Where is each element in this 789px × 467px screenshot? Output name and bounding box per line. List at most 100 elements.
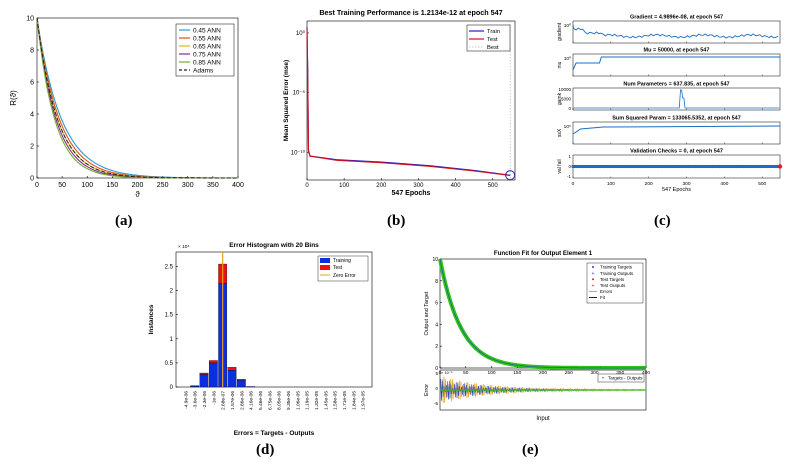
plot-a-xtick-label: 0	[35, 182, 39, 189]
plot-e-ytick-label: 0	[435, 366, 438, 372]
plot-c-valfail-marker	[663, 164, 667, 169]
plot-c-valfail-marker	[707, 164, 711, 169]
plot-e-xtick-label: 0	[439, 370, 442, 376]
plot-c-panel-ylabel: val fail	[557, 159, 563, 173]
plot-d-xtick-label: 6.75e-06	[267, 391, 273, 410]
plot-d-ytick-label: 1	[170, 337, 174, 343]
plot-c-panel-area	[572, 121, 781, 145]
plot-d-xtick-label: 1.71e-05	[342, 391, 348, 410]
plot-e-legend-label: Training Outputs	[600, 271, 634, 276]
plot-c-valfail-marker	[687, 164, 691, 169]
plot-e-xtick-label: 50	[463, 370, 469, 376]
plot-e-xtick-label: 400	[642, 370, 650, 376]
plot-e-ytick-label: 6	[435, 301, 438, 307]
plot-b-xtick-label: 400	[451, 183, 462, 189]
plot-c-valfail-marker	[758, 164, 762, 169]
plot-c-valfail-marker	[581, 164, 585, 169]
plot-e-fit-line	[439, 258, 646, 369]
plot-e-xlabel: Input	[536, 416, 550, 422]
plot-c-valfail-marker	[673, 164, 677, 169]
plot-c-xtick-label: 500	[758, 181, 766, 187]
plot-e-exponent-label: × 10⁻⁵	[441, 370, 453, 375]
plot-e-xtick-label: 100	[487, 370, 495, 376]
plot-e-ytick-label: 8	[435, 279, 438, 285]
plot-b-ytick-label: 10⁻¹⁰	[291, 150, 306, 157]
plot-c-valfail-marker	[602, 164, 606, 169]
plot-d-ytick-label: 2	[170, 289, 174, 295]
plot-c-xtick-label: 300	[683, 181, 691, 187]
plot-c-valfail-marker	[625, 164, 630, 169]
plot-c-valfail-marker	[574, 164, 579, 169]
plot-a-xtick-label: 150	[107, 182, 119, 189]
plot-c-panel-title: Num Parameters = 637.835, at epoch 547	[623, 82, 729, 88]
plot-c-valfail-marker	[636, 164, 640, 169]
plot-c-xtick-label: 100	[607, 181, 615, 187]
plot-e-ytick-label: 2	[435, 344, 438, 350]
plot-d-ytick-label: 1.5	[165, 313, 174, 319]
plot-a-legend-label: 0.45 ANN	[193, 27, 221, 34]
plot-c-xlabel: 547 Epochs	[662, 187, 691, 193]
plot-e-legend-marker	[592, 278, 594, 281]
plot-d-bar-test	[208, 360, 218, 364]
plot-d-bar-test	[227, 367, 237, 371]
plot-c-panel-ytick: 5000	[561, 97, 572, 102]
plot-b-ylabel: Mean Squared Error (mse)	[283, 60, 290, 141]
plot-e-xtick-label: 350	[616, 370, 624, 376]
plot-a-ylabel: R(ϑ)	[9, 90, 18, 106]
plot-c-valfail-marker	[632, 164, 636, 169]
plot-b-legend-label: Best	[487, 45, 499, 51]
plot-c-panel-area	[572, 53, 781, 77]
plot-d-xtick-label: 1.84e-05	[351, 391, 357, 410]
plot-c-panel-ytick: 10⁰	[564, 56, 571, 62]
plot-a-legend-label: 0.75 ANN	[193, 51, 221, 58]
plot-c-panel-ytick: 0	[568, 106, 571, 111]
plot-c-valfail-marker	[622, 164, 626, 169]
plot-c-xtick-label: 200	[645, 181, 653, 187]
plot-a-xtick-label: 350	[207, 182, 219, 189]
plot-c-valfail-marker	[642, 164, 647, 169]
plot-c-xtick-label: 400	[720, 181, 728, 187]
plot-d-bar-training	[227, 369, 237, 388]
plot-a-xtick-label: 250	[157, 182, 169, 189]
plot-d-xtick-label: 2.86e-06	[239, 391, 245, 410]
plot-d-xtick-label: -1e-06	[211, 391, 217, 405]
plot-e-legend-label: Test Outputs	[600, 283, 626, 288]
plot-b-legend-label: Test	[487, 37, 498, 43]
caption-c: (c)	[654, 213, 671, 229]
plot-c-panel-ytick: 0	[568, 164, 571, 169]
plot-c-valfail-marker	[711, 164, 715, 169]
plot-c-panel-area	[572, 87, 781, 111]
plot-e-legend-label: Test Targets	[600, 277, 625, 282]
plot-c-valfail-marker	[741, 164, 745, 169]
plot-d-xtick-label: -4.9e-06	[183, 391, 189, 409]
plot-a-legend	[175, 23, 235, 77]
plot-d-xtick-label: 1.06e-05	[295, 391, 301, 410]
plot-a-xtick-label: 400	[232, 182, 244, 189]
plot-b-xtick-label: 500	[488, 183, 499, 189]
plot-c-mu-line	[572, 56, 780, 71]
plot-c-valfail-marker	[690, 164, 694, 169]
plot-d-exponent-label: × 10⁴	[178, 244, 190, 250]
plot-c-panel-area	[572, 20, 781, 44]
plot-d-ytick-label: 2.5	[165, 264, 174, 270]
plot-c-valfail-marker	[649, 164, 653, 169]
plot-c-valfail-marker	[728, 164, 732, 169]
plot-d-bar-training	[199, 374, 209, 388]
plot-e-ytick-label: 10	[432, 257, 438, 263]
plot-d-xtick-label: 1.45e-05	[323, 391, 329, 410]
plot-e-err-legend-marker: •	[602, 376, 604, 382]
plot-d-xtick-label: 2.68e-07	[221, 391, 227, 410]
plot-c-valfail-marker	[734, 164, 739, 169]
plot-d-xtick-label: 4.16e-06	[249, 391, 255, 410]
plot-c-xtick-label: 0	[572, 181, 575, 187]
caption-e: (e)	[522, 442, 539, 458]
plot-b-legend-label: Train	[487, 29, 500, 35]
plot-d-xtick-label: 1.32e-05	[314, 391, 320, 410]
plot-d-legend-swatch	[320, 265, 330, 270]
plot-a-ytick-label: 8	[30, 48, 34, 55]
plot-c-valfail-marker	[751, 164, 756, 169]
plot-d-bar-test	[236, 379, 246, 381]
plot-c-valfail-marker	[629, 164, 633, 169]
plot-a-ytick-label: 10	[26, 16, 34, 23]
